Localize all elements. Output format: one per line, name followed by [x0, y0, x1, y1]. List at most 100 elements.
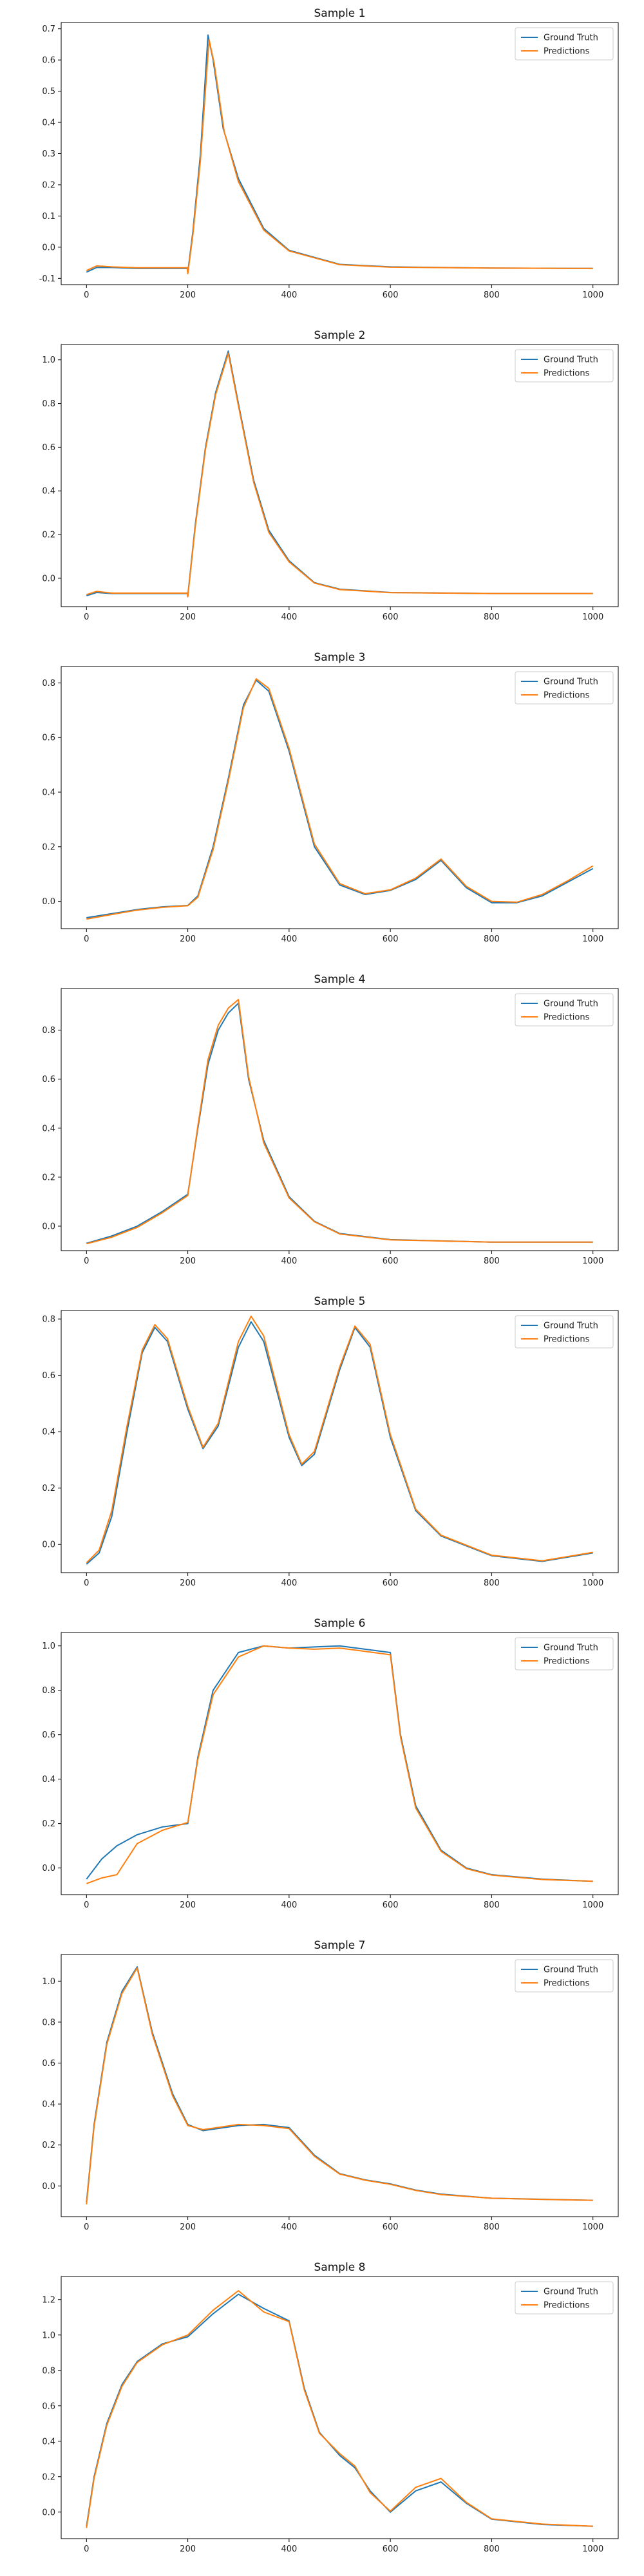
legend-label: Ground Truth: [544, 1321, 598, 1331]
series-line-ground-truth: [86, 1321, 593, 1565]
series-line-predictions: [86, 1315, 593, 1564]
y-tick-label: 0.4: [42, 1124, 55, 1133]
legend-label: Ground Truth: [544, 677, 598, 687]
x-tick-label: 400: [281, 1578, 297, 1588]
x-tick-label: 600: [383, 612, 399, 622]
y-tick-label: 0.8: [42, 399, 55, 409]
y-tick-label: 0.2: [42, 1819, 55, 1829]
chart-svg: Sample 4 0 200 400 600 800 1000 0.0 0.2 0.4 0.6 0.8…: [42, 973, 619, 1266]
chart-panel-1: Sample 1 0 200 400 600 800 1000 -0.1 0.0 0.1 0.2 0.…: [0, 0, 644, 322]
x-tick-label: 1000: [582, 934, 603, 944]
y-tick-label: 0.6: [42, 734, 55, 743]
y-tick-label: 0.2: [42, 2472, 55, 2482]
y-tick-label: 0.2: [42, 2141, 55, 2150]
chart-title: Sample 4: [314, 973, 366, 986]
x-tick-label: 200: [180, 934, 196, 944]
chart-svg: Sample 7 0 200 400 600 800 1000 0.0 0.2 0.4 0.6 0.8…: [42, 1939, 619, 2232]
y-tick-label: 0.0: [42, 574, 55, 583]
x-tick-label: 800: [484, 290, 500, 300]
legend: Ground Truth Predictions: [515, 1637, 614, 1671]
y-tick-label: 0.6: [42, 2401, 55, 2411]
y-tick-label: 0.4: [42, 788, 55, 798]
x-tick-label: 1000: [582, 290, 603, 300]
legend-label: Predictions: [544, 691, 590, 701]
chart-panel-2: Sample 2 0 200 400 600 800 1000 0.0 0.2 0.4 0.6 0.8…: [0, 322, 644, 644]
y-tick-label: 0.3: [42, 149, 55, 159]
x-tick-label: 0: [84, 2222, 89, 2232]
chart-title: Sample 1: [314, 7, 366, 20]
x-tick-label: 200: [180, 1900, 196, 1910]
y-tick-label: 0.0: [42, 1864, 55, 1873]
y-tick-label: 0.2: [42, 842, 55, 852]
x-tick-label: 400: [281, 934, 297, 944]
y-tick-label: 0.4: [42, 2437, 55, 2447]
x-tick-label: 1000: [582, 2544, 603, 2554]
x-tick-label: 800: [484, 612, 500, 622]
series-line-ground-truth: [86, 34, 593, 273]
x-tick-label: 200: [180, 2544, 196, 2554]
x-tick-label: 600: [383, 934, 399, 944]
y-tick-label: 0.8: [42, 1315, 55, 1325]
x-tick-label: 1000: [582, 1256, 603, 1266]
y-tick-label: 0.8: [42, 1026, 55, 1036]
chart-svg: Sample 5 0 200 400 600 800 1000 0.0 0.2 0.4 0.6 0.8…: [42, 1295, 619, 1588]
x-tick-label: 400: [281, 1900, 297, 1910]
y-tick-label: 0.0: [42, 1222, 55, 1231]
chart-panel-8: Sample 8 0 200 400 600 800 1000 0.0 0.2 0.4 0.6 0.8…: [0, 2254, 644, 2576]
y-tick-label: 0.8: [42, 679, 55, 688]
legend: Ground Truth Predictions: [515, 993, 614, 1027]
x-tick-label: 600: [383, 2222, 399, 2232]
x-tick-label: 200: [180, 612, 196, 622]
chart-panel-4: Sample 4 0 200 400 600 800 1000 0.0 0.2 0.4 0.6 0.8…: [0, 966, 644, 1288]
y-tick-label: 0.6: [42, 1371, 55, 1381]
axes-frame: [61, 1954, 619, 2217]
y-tick-label: 0.0: [42, 1540, 55, 1550]
y-tick-label: 1.0: [42, 2331, 55, 2340]
y-tick-label: 0.1: [42, 212, 55, 222]
series-line-ground-truth: [86, 1966, 593, 2202]
chart-svg: Sample 3 0 200 400 600 800 1000 0.0 0.2 0.4 0.6 0.8…: [42, 651, 619, 944]
legend: Ground Truth Predictions: [515, 1959, 614, 1993]
legend-label: Ground Truth: [544, 1965, 598, 1975]
y-tick-label: 0.6: [42, 1075, 55, 1084]
chart-title: Sample 7: [314, 1939, 366, 1952]
series-line-ground-truth: [86, 2293, 593, 2527]
x-tick-label: 200: [180, 1578, 196, 1588]
y-tick-label: 0.8: [42, 2366, 55, 2376]
x-tick-label: 0: [84, 1578, 89, 1588]
chart-title: Sample 5: [314, 1295, 366, 1308]
axes-frame: [61, 666, 619, 929]
legend-label: Predictions: [544, 369, 590, 379]
chart-panel-5: Sample 5 0 200 400 600 800 1000 0.0 0.2 0.4 0.6 0.8…: [0, 1288, 644, 1610]
series-line-predictions: [86, 1645, 593, 1884]
legend: Ground Truth Predictions: [515, 1315, 614, 1349]
y-tick-label: 0.6: [42, 1730, 55, 1740]
y-tick-label: 0.4: [42, 1775, 55, 1785]
y-tick-label: 0.4: [42, 1428, 55, 1437]
chart-panel-3: Sample 3 0 200 400 600 800 1000 0.0 0.2 0.4 0.6 0.8…: [0, 644, 644, 966]
y-tick-label: 0.4: [42, 487, 55, 497]
legend-label: Predictions: [544, 1979, 590, 1989]
legend: Ground Truth Predictions: [515, 27, 614, 61]
x-tick-label: 0: [84, 934, 89, 944]
axes-frame: [61, 1310, 619, 1573]
x-tick-label: 1000: [582, 1578, 603, 1588]
chart-title: Sample 2: [314, 329, 366, 342]
legend: Ground Truth Predictions: [515, 2281, 614, 2315]
x-tick-label: 0: [84, 290, 89, 300]
y-tick-label: 0.0: [42, 2182, 55, 2192]
legend-label: Predictions: [544, 47, 590, 57]
chart-panel-7: Sample 7 0 200 400 600 800 1000 0.0 0.2 0.4 0.6 0.8…: [0, 1932, 644, 2254]
series-line-ground-truth: [86, 350, 593, 596]
series-line-predictions: [86, 999, 593, 1245]
y-tick-label: 0.5: [42, 87, 55, 97]
x-tick-label: 600: [383, 1256, 399, 1266]
y-tick-label: 0.7: [42, 24, 55, 34]
series-line-predictions: [86, 352, 593, 598]
x-tick-label: 0: [84, 1900, 89, 1910]
x-tick-label: 800: [484, 1578, 500, 1588]
y-tick-label: 0.2: [42, 531, 55, 540]
x-tick-label: 600: [383, 1900, 399, 1910]
y-tick-label: -0.1: [39, 274, 55, 284]
